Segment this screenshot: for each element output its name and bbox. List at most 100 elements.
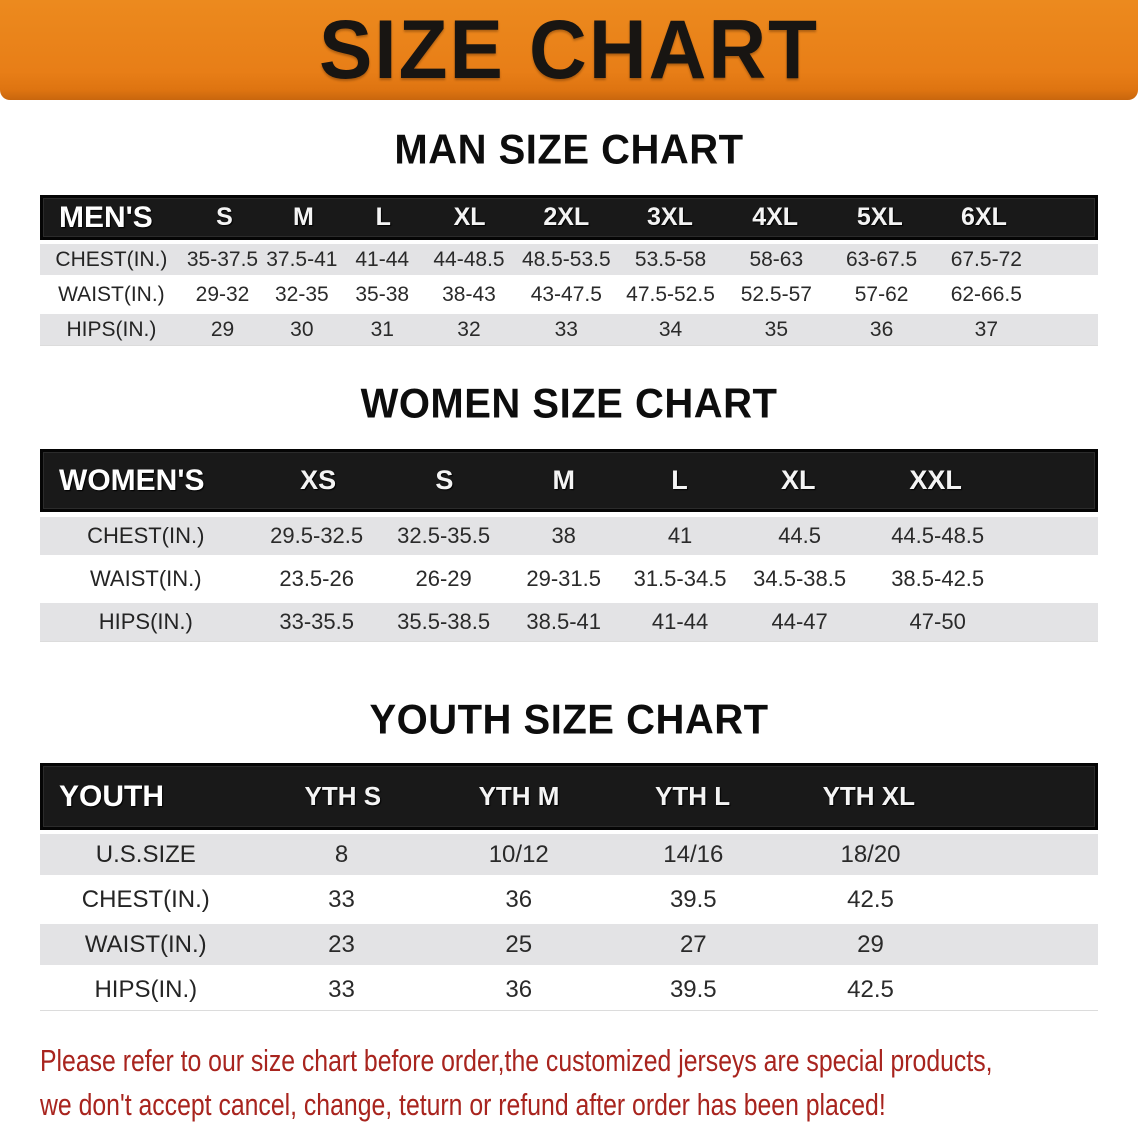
men-chest-2xl: 48.5-53.5 [521,247,611,271]
men-table-title: MEN'S [59,200,153,234]
women-table-title: WOMEN'S [59,463,205,497]
youth-chest-xl: 42.5 [847,885,894,913]
men-table-header-row: MEN'S S M L XL 2XL 3XL 4XL 5XL 6XL [40,195,1098,240]
youth-waist-l: 27 [679,930,707,958]
men-waist-3xl: 47.5-52.5 [626,282,715,306]
footer-note-line2: we don't accept cancel, change, teturn o… [40,1087,886,1122]
man-section-heading: MAN SIZE CHART [394,126,744,174]
women-hips-s: 35.5-38.5 [397,609,491,634]
men-col-header-5xl: 5XL [856,203,903,231]
women-hips-m: 38.5-41 [526,609,601,634]
women-col-header-xxl: XXL [909,465,962,495]
youth-ussize-row: U.S.SIZE 8 10/12 14/16 18/20 [40,834,1098,875]
youth-hips-xl: 42.5 [847,975,894,1003]
men-col-header-4xl: 4XL [752,203,799,231]
youth-chest-l: 39.5 [669,885,717,913]
women-waist-s: 26-29 [415,566,472,591]
men-col-header-6xl: 6XL [961,203,1007,231]
footer-note-line1: Please refer to our size chart before or… [40,1043,993,1078]
banner-title: SIZE CHART [319,3,819,96]
men-col-header-m: M [292,203,314,231]
men-chest-s: 35-37.5 [186,247,259,271]
youth-ussize-m: 10/12 [488,840,549,868]
men-col-header-2xl: 2XL [543,203,590,231]
row-label-waist: WAIST(IN.) [89,566,202,591]
women-chest-xl: 44.5 [778,523,822,548]
youth-col-header-xl: YTH XL [822,781,916,811]
size-chart-banner: SIZE CHART [0,0,1138,100]
youth-waist-row: WAIST(IN.) 23 25 27 29 [40,924,1098,965]
youth-col-header-m: YTH M [478,781,560,811]
youth-chest-s: 33 [328,885,355,913]
youth-hips-m: 36 [505,975,533,1003]
women-col-header-s: S [435,465,454,495]
row-label-hips: HIPS(IN.) [94,975,198,1003]
row-label-chest: CHEST(IN.) [81,885,210,913]
men-chest-5xl: 63-67.5 [845,247,918,271]
youth-col-header-s: YTH S [304,781,382,811]
men-chest-row: CHEST(IN.) 35-37.5 37.5-41 41-44 44-48.5… [40,244,1098,275]
row-label-chest: CHEST(IN.) [55,247,168,271]
youth-waist-xl: 29 [857,930,884,958]
row-label-waist: WAIST(IN.) [84,930,207,958]
men-chest-l: 41-44 [355,247,410,271]
row-label-ussize: U.S.SIZE [95,840,196,868]
women-chest-xs: 29.5-32.5 [270,523,364,548]
youth-table-header-row: YOUTH YTH S YTH M YTH L YTH XL [40,763,1098,830]
women-waist-xl: 34.5-38.5 [753,566,847,591]
youth-ussize-l: 14/16 [663,840,724,868]
youth-hips-s: 33 [328,975,355,1003]
women-chest-l: 41 [667,523,693,548]
youth-section-heading: YOUTH SIZE CHART [369,696,769,744]
men-hips-row: HIPS(IN.) 29 30 31 32 33 34 35 36 37 [40,314,1098,345]
men-waist-5xl: 57-62 [854,282,909,306]
women-col-header-l: L [671,465,688,495]
men-waist-row: WAIST(IN.) 29-32 32-35 35-38 38-43 43-47… [40,279,1098,310]
youth-chest-m: 36 [505,885,533,913]
women-waist-l: 31.5-34.5 [633,566,727,591]
women-chest-s: 32.5-35.5 [397,523,491,548]
row-label-hips: HIPS(IN.) [98,609,193,634]
women-hips-xxl: 47-50 [909,609,966,634]
men-chest-6xl: 67.5-72 [950,247,1022,271]
men-chest-3xl: 53.5-58 [634,247,707,271]
youth-chest-row: CHEST(IN.) 33 36 39.5 42.5 [40,879,1098,920]
row-label-chest: CHEST(IN.) [87,523,205,548]
men-hips-4xl: 35 [764,317,788,341]
women-col-header-m: M [552,465,575,495]
men-chest-m: 37.5-41 [266,247,338,271]
men-waist-s: 29-32 [195,282,250,306]
men-hips-2xl: 33 [554,317,578,341]
women-chest-m: 38 [551,523,576,548]
men-col-header-3xl: 3XL [647,203,693,231]
men-waist-2xl: 43-47.5 [530,282,602,306]
youth-waist-m: 25 [505,930,533,958]
men-chest-xl: 44-48.5 [433,247,505,271]
women-hips-row: HIPS(IN.) 33-35.5 35.5-38.5 38.5-41 41-4… [40,603,1098,641]
men-col-header-s: S [216,203,233,231]
women-size-table: WOMEN'S XS S M L XL XXL CHEST(IN.) 29.5-… [40,449,1098,642]
women-col-header-xs: XS [300,465,337,495]
youth-table-title: YOUTH [59,779,164,813]
men-hips-l: 31 [370,317,394,341]
men-chest-4xl: 58-63 [749,247,804,271]
youth-col-header-l: YTH L [655,781,731,811]
women-hips-l: 41-44 [651,609,709,634]
row-label-waist: WAIST(IN.) [58,282,165,306]
women-table-header-row: WOMEN'S XS S M L XL XXL [40,449,1098,512]
women-hips-xl: 44-47 [771,609,828,634]
women-waist-row: WAIST(IN.) 23.5-26 26-29 29-31.5 31.5-34… [40,560,1098,598]
men-col-header-xl: XL [453,203,486,231]
men-size-table: MEN'S S M L XL 2XL 3XL 4XL 5XL 6XL CHEST… [40,195,1098,346]
men-hips-xl: 32 [457,317,481,341]
youth-ussize-xl: 18/20 [840,840,901,868]
men-waist-m: 32-35 [274,282,329,306]
women-chest-xxl: 44.5-48.5 [891,523,985,548]
women-section-heading: WOMEN SIZE CHART [360,380,778,428]
youth-size-table: YOUTH YTH S YTH M YTH L YTH XL U.S.SIZE … [40,763,1098,1011]
footer-note: Please refer to our size chart before or… [0,1039,1138,1127]
women-waist-xxl: 38.5-42.5 [891,566,985,591]
women-waist-m: 29-31.5 [526,566,601,591]
youth-waist-s: 23 [328,930,355,958]
